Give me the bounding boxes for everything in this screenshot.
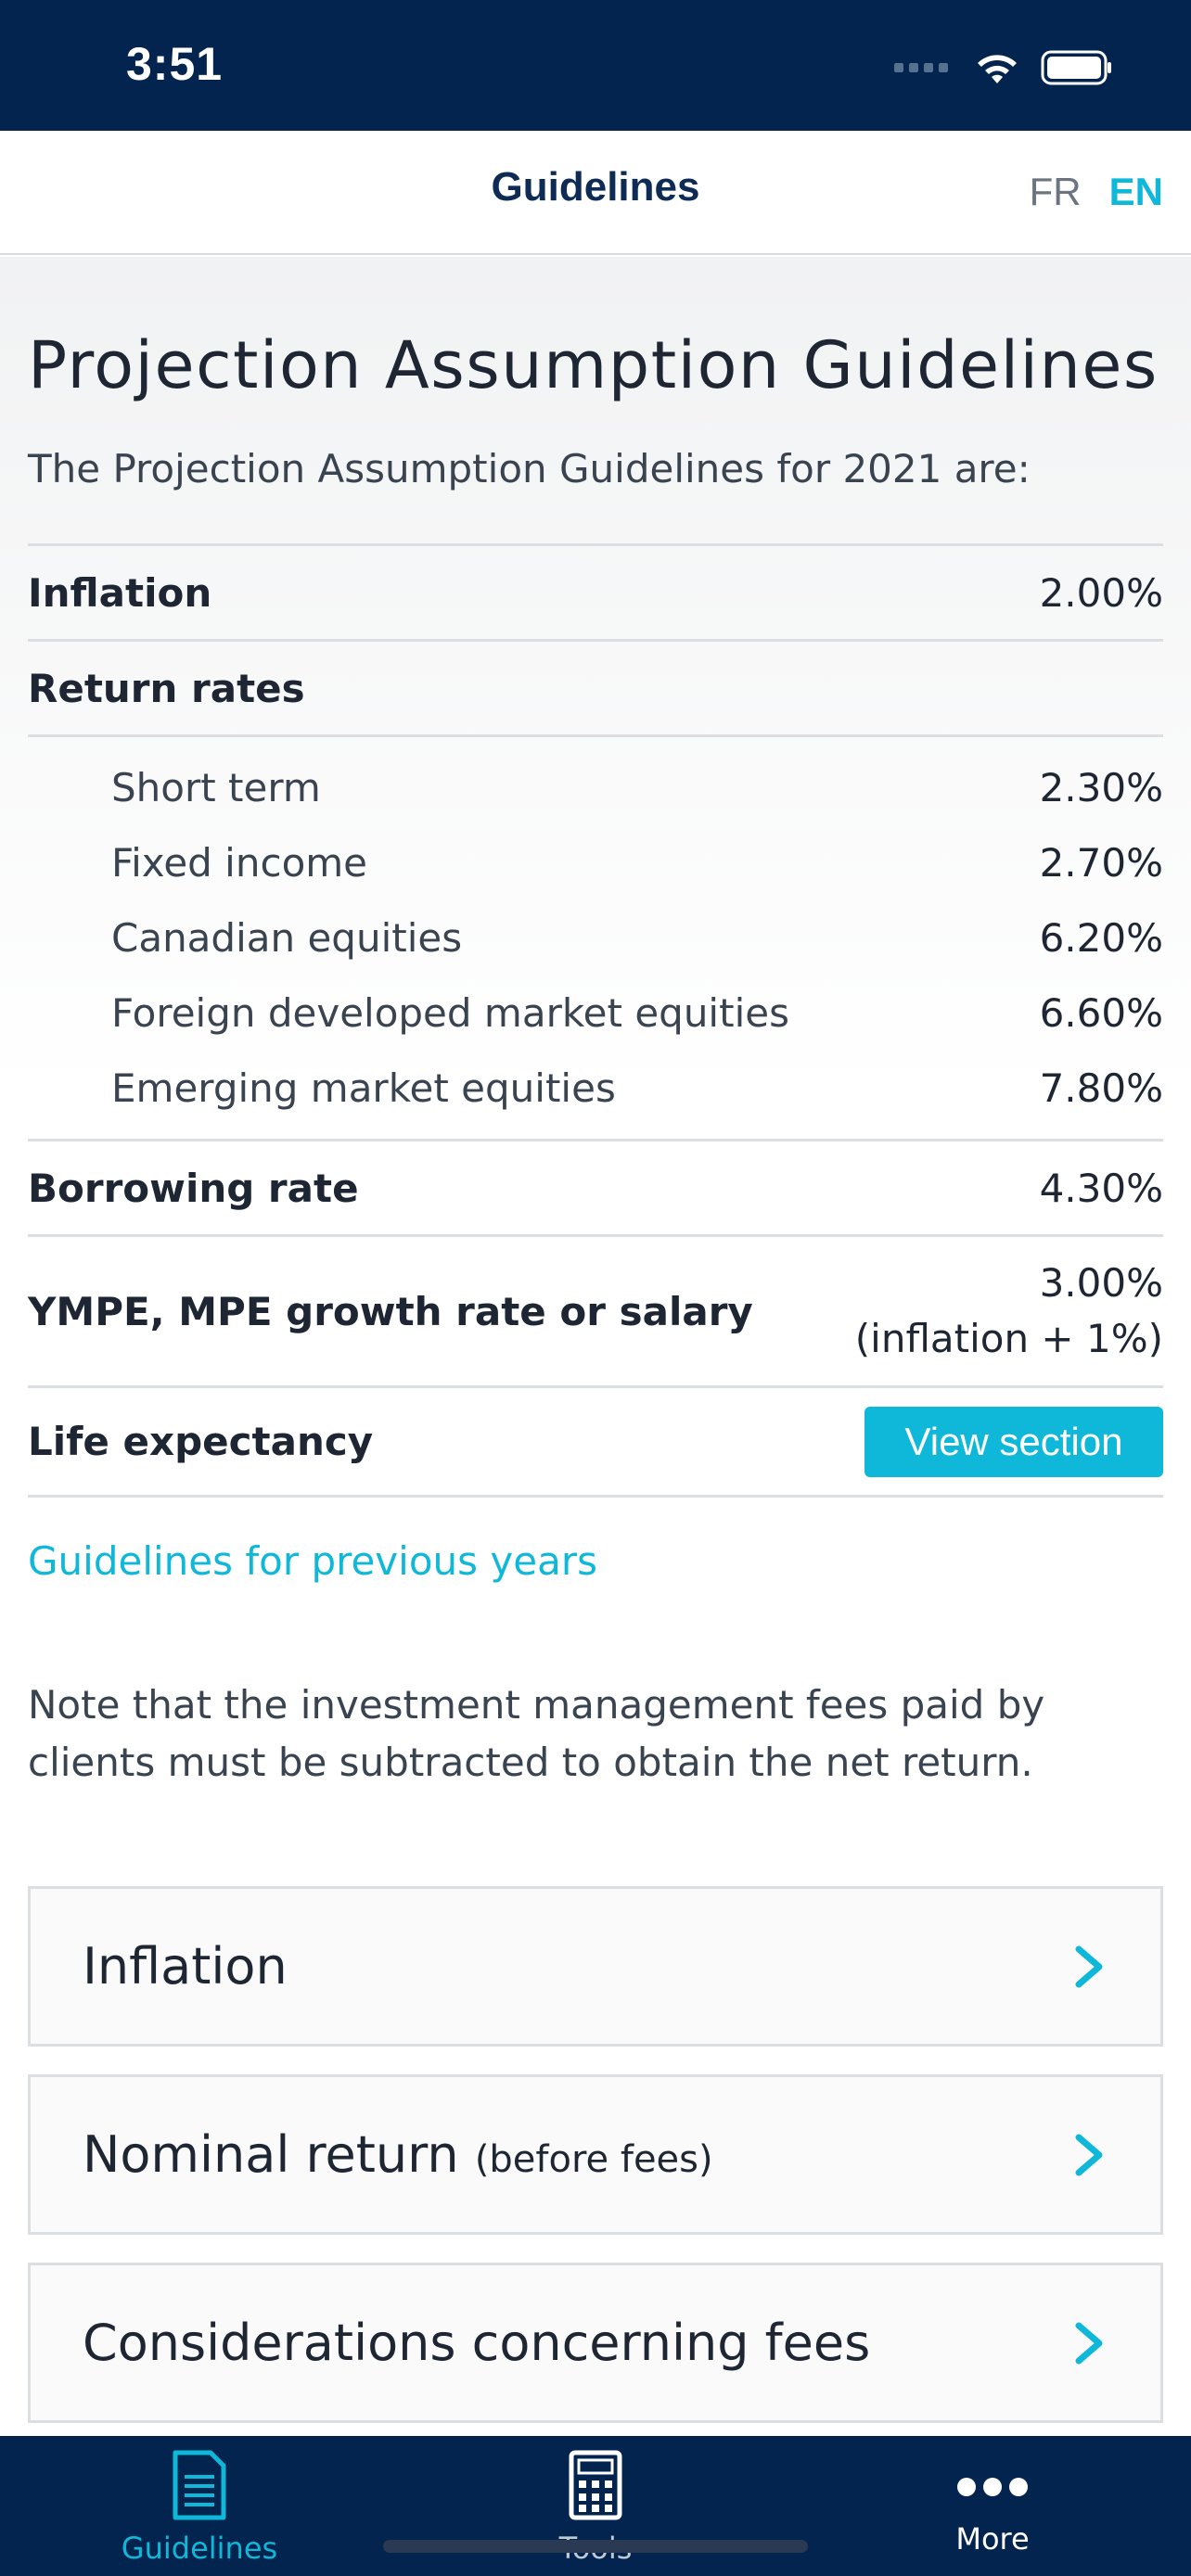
calculator-icon — [569, 2450, 622, 2520]
main-content[interactable]: Projection Assumption Guidelines The Pro… — [0, 257, 1191, 2436]
return-rates-group: Short term 2.30% Fixed income 2.70% Cana… — [28, 737, 1163, 1141]
chevron-right-icon — [1075, 1945, 1103, 1987]
sub-row-value: 2.70% — [1039, 840, 1163, 886]
sub-row-value: 2.30% — [1039, 765, 1163, 810]
card-title-text: Nominal return — [83, 2125, 459, 2184]
more-dots-icon — [957, 2478, 1028, 2496]
table-row-return-rates: Return rates — [28, 642, 1163, 737]
lang-fr-button[interactable]: FR — [1029, 170, 1082, 213]
tab-label: Guidelines — [121, 2531, 278, 2566]
battery-icon — [1041, 50, 1111, 85]
chevron-right-icon — [1075, 2134, 1103, 2175]
nav-title: Guidelines — [491, 164, 700, 210]
row-value-line: 3.00% — [1039, 1260, 1163, 1306]
tab-guidelines[interactable]: Guidelines — [121, 2436, 278, 2576]
status-bar: 3:51 — [0, 0, 1191, 131]
document-list-icon — [173, 2450, 226, 2520]
sub-row-label: Canadian equities — [111, 915, 463, 961]
table-row-borrowing-rate: Borrowing rate 4.30% — [28, 1141, 1163, 1237]
signal-icon — [894, 63, 948, 72]
guidelines-table: Inflation 2.00% Return rates Short term … — [28, 543, 1163, 1498]
row-value: 3.00% (inflation + 1%) — [855, 1256, 1163, 1367]
sub-row-label: Short term — [111, 765, 321, 810]
table-row-life-expectancy: Life expectancy View section — [28, 1388, 1163, 1498]
status-time: 3:51 — [126, 38, 224, 90]
table-row: Fixed income 2.70% — [28, 825, 1163, 900]
row-label: Borrowing rate — [28, 1165, 359, 1211]
tab-tools[interactable]: Tools — [519, 2436, 672, 2576]
status-icons — [894, 45, 1113, 91]
table-row: Emerging market equities 7.80% — [28, 1051, 1163, 1126]
tab-label: More — [955, 2521, 1030, 2557]
card-title: Nominal return (before fees) — [83, 2125, 713, 2184]
language-switcher: FR EN — [1030, 170, 1163, 214]
section-cards: Inflation Nominal return (before fees) C… — [28, 1886, 1163, 2423]
home-indicator — [383, 2540, 808, 2553]
card-title: Considerations concerning fees — [83, 2314, 870, 2372]
row-label: Inflation — [28, 569, 212, 616]
table-row-ympe: YMPE, MPE growth rate or salary 3.00% (i… — [28, 1237, 1163, 1388]
card-title-text: Inflation — [83, 1937, 288, 1996]
wifi-icon — [978, 55, 1017, 83]
row-value: 4.30% — [1039, 1165, 1163, 1211]
row-label: YMPE, MPE growth rate or salary — [28, 1288, 753, 1334]
tab-bar: Guidelines Tools More — [0, 2436, 1191, 2576]
card-inflation[interactable]: Inflation — [28, 1886, 1163, 2047]
chevron-right-icon — [1075, 2322, 1103, 2364]
card-title: Inflation — [83, 1937, 288, 1996]
nav-header: Guidelines FR EN — [0, 131, 1191, 255]
sub-row-value: 7.80% — [1039, 1065, 1163, 1111]
fees-note: Note that the investment management fees… — [28, 1682, 1045, 1785]
sub-row-label: Emerging market equities — [111, 1065, 616, 1111]
row-label: Return rates — [28, 665, 305, 711]
sub-row-value: 6.60% — [1039, 990, 1163, 1036]
view-section-button[interactable]: View section — [864, 1406, 1163, 1477]
intro-text: The Projection Assumption Guidelines for… — [28, 446, 1031, 491]
sub-row-label: Fixed income — [111, 840, 368, 886]
tab-more[interactable]: More — [922, 2436, 1063, 2576]
sub-row-value: 6.20% — [1039, 915, 1163, 961]
row-label: Life expectancy — [28, 1419, 374, 1464]
lang-en-button[interactable]: EN — [1108, 170, 1163, 213]
table-row: Foreign developed market equities 6.60% — [28, 976, 1163, 1051]
card-title-text: Considerations concerning fees — [83, 2314, 871, 2372]
table-row: Short term 2.30% — [28, 750, 1163, 825]
row-value: 2.00% — [1039, 569, 1163, 616]
table-row: Canadian equities 6.20% — [28, 900, 1163, 976]
card-nominal-return[interactable]: Nominal return (before fees) — [28, 2074, 1163, 2235]
card-fees[interactable]: Considerations concerning fees — [28, 2263, 1163, 2423]
card-subtitle: (before fees) — [474, 2138, 713, 2181]
sub-row-label: Foreign developed market equities — [111, 990, 789, 1036]
previous-years-link[interactable]: Guidelines for previous years — [28, 1538, 597, 1584]
table-row-inflation: Inflation 2.00% — [28, 546, 1163, 642]
page-title: Projection Assumption Guidelines — [28, 327, 1159, 403]
row-value-line: (inflation + 1%) — [854, 1316, 1163, 1361]
